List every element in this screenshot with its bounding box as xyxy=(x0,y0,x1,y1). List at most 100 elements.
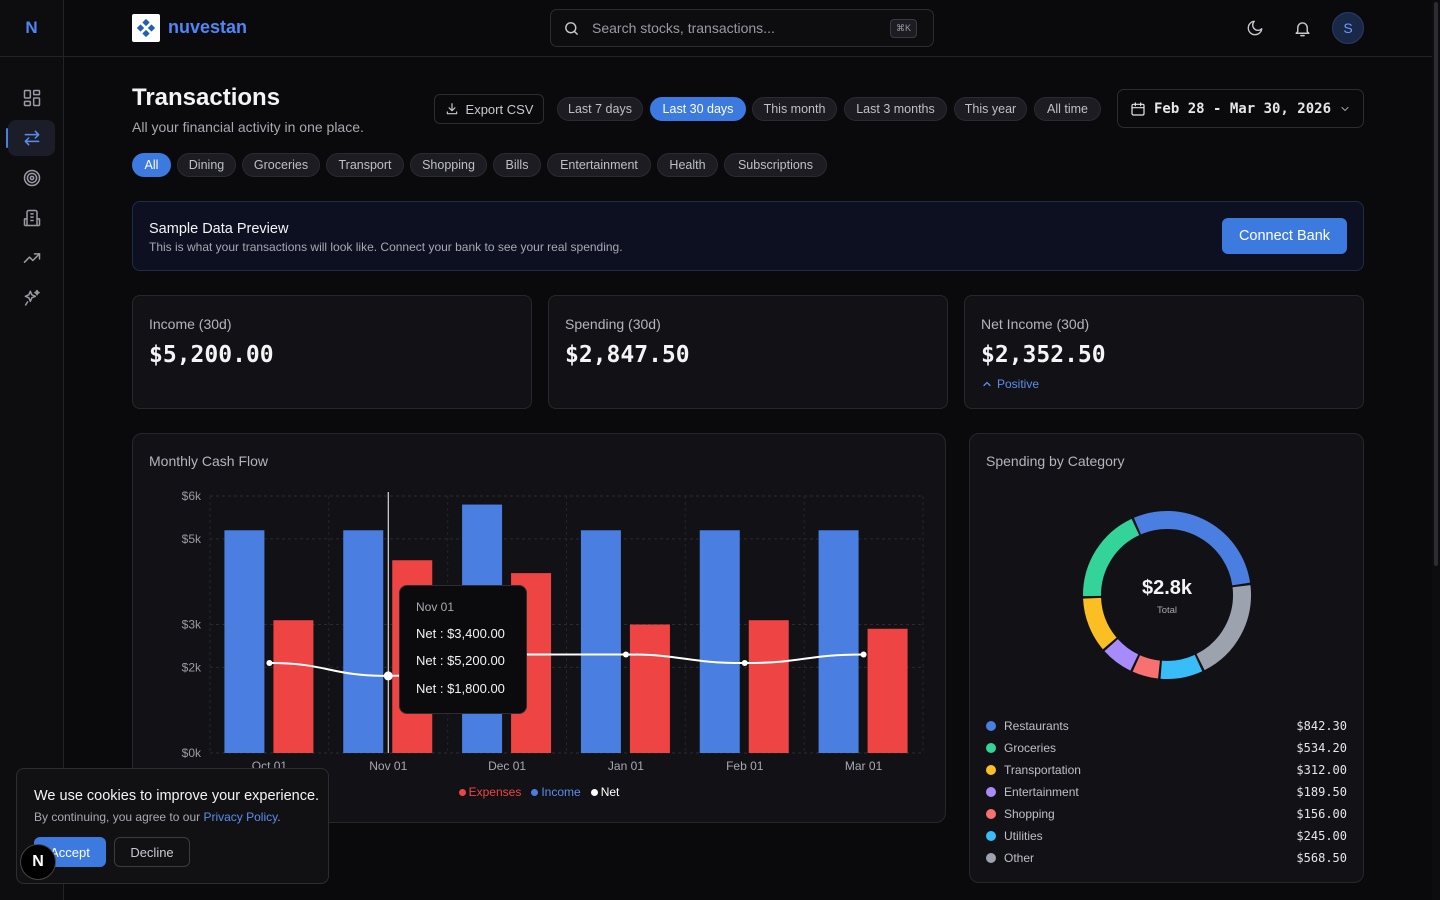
sidebar: N xyxy=(0,0,64,900)
category-name: Transportation xyxy=(1004,763,1081,777)
income-bar[interactable] xyxy=(818,530,859,753)
legend-item-net[interactable]: Net xyxy=(590,785,619,799)
user-avatar[interactable]: S xyxy=(1332,12,1364,44)
search-input[interactable]: Search stocks, transactions... xyxy=(592,20,775,36)
legend-item-expenses[interactable]: Expenses xyxy=(458,785,521,799)
privacy-policy-link[interactable]: Privacy Policy xyxy=(203,810,278,824)
cookie-title: We use cookies to improve your experienc… xyxy=(34,788,320,804)
donut-slice[interactable] xyxy=(1132,655,1161,679)
stat-label: Net Income (30d) xyxy=(981,316,1090,332)
category-legend-row[interactable]: Restaurants $842.30 xyxy=(986,718,1347,734)
legend-label: Income xyxy=(541,785,581,799)
net-point[interactable] xyxy=(860,651,867,658)
sidebar-item-investments[interactable] xyxy=(8,240,55,276)
net-point[interactable] xyxy=(741,660,748,667)
theme-toggle-button[interactable] xyxy=(1243,16,1267,40)
legend-dot xyxy=(458,788,466,796)
category-pill[interactable]: Entertainment xyxy=(547,153,651,177)
expense-bar[interactable] xyxy=(629,624,670,754)
category-legend-row[interactable]: Shopping $156.00 xyxy=(986,806,1347,822)
category-pill[interactable]: Health xyxy=(657,153,718,177)
expense-bar[interactable] xyxy=(273,620,314,753)
x-tick-label: Nov 01 xyxy=(369,759,407,773)
export-csv-button[interactable]: Export CSV xyxy=(434,94,544,124)
category-legend-row[interactable]: Groceries $534.20 xyxy=(986,740,1347,756)
range-pill[interactable]: Last 7 days xyxy=(557,97,643,121)
donut-slice[interactable] xyxy=(1196,585,1251,671)
sidebar-item-goals[interactable] xyxy=(8,160,55,196)
page-subtitle: All your financial activity in one place… xyxy=(132,119,364,135)
scrollbar-thumb[interactable] xyxy=(1434,2,1438,566)
range-pill[interactable]: Last 30 days xyxy=(650,97,746,121)
range-pill[interactable]: This year xyxy=(954,97,1027,121)
spending-donut-chart[interactable] xyxy=(970,434,1364,734)
category-pill[interactable]: Subscriptions xyxy=(724,153,827,177)
category-legend-row[interactable]: Utilities $245.00 xyxy=(986,828,1347,844)
net-income-card: Net Income (30d) $2,352.50 Positive xyxy=(964,295,1364,409)
sidebar-brand[interactable]: N xyxy=(0,0,63,57)
x-tick-label: Dec 01 xyxy=(488,759,526,773)
page-scrollbar[interactable] xyxy=(1432,0,1440,900)
goals-icon xyxy=(23,169,40,187)
accept-cookies-button[interactable]: Accept xyxy=(34,837,106,867)
connect-bank-button[interactable]: Connect Bank xyxy=(1222,218,1347,254)
sample-data-banner: Sample Data Preview This is what your tr… xyxy=(132,201,1364,271)
category-legend-row[interactable]: Other $568.50 xyxy=(986,850,1347,866)
trend-label: Positive xyxy=(997,377,1040,391)
tooltip-row: Net : $5,200.00 xyxy=(416,653,505,668)
cookie-banner: We use cookies to improve your experienc… xyxy=(16,768,329,884)
range-pill[interactable]: This month xyxy=(752,97,837,121)
spending-card: Spending (30d) $2,847.50 xyxy=(548,295,948,409)
legend-item-income[interactable]: Income xyxy=(531,785,581,799)
decline-cookies-button[interactable]: Decline xyxy=(114,837,190,867)
range-pill[interactable]: Last 3 months xyxy=(844,97,947,121)
sidebar-item-transactions[interactable] xyxy=(6,120,55,156)
net-point[interactable] xyxy=(622,651,629,658)
income-bar[interactable] xyxy=(580,530,621,753)
dashboard-icon xyxy=(23,89,40,107)
category-pill[interactable]: Groceries xyxy=(242,153,320,177)
category-pill[interactable]: Dining xyxy=(177,153,236,177)
logo-text[interactable]: nuvestan xyxy=(168,17,248,37)
x-tick-label: Jan 01 xyxy=(608,759,644,773)
income-card: Income (30d) $5,200.00 xyxy=(132,295,532,409)
donut-slice[interactable] xyxy=(1083,518,1140,597)
search-icon xyxy=(565,21,578,35)
donut-slice[interactable] xyxy=(1083,597,1117,650)
search-bar[interactable]: Search stocks, transactions... ⌘K xyxy=(550,9,934,47)
notifications-button[interactable] xyxy=(1290,16,1314,40)
category-legend-row[interactable]: Entertainment $189.50 xyxy=(986,784,1347,800)
income-bar[interactable] xyxy=(699,530,740,753)
transactions-icon xyxy=(24,130,39,146)
date-range-picker[interactable]: Feb 28 - Mar 30, 2026 xyxy=(1117,89,1364,128)
category-pill[interactable]: Transport xyxy=(326,153,404,177)
expense-bar[interactable] xyxy=(867,628,908,753)
donut-slice[interactable] xyxy=(1104,638,1139,671)
category-name: Shopping xyxy=(1004,807,1055,821)
stat-value: $2,352.50 xyxy=(981,342,1106,368)
donut-slice[interactable] xyxy=(1133,511,1251,586)
category-legend-row[interactable]: Transportation $312.00 xyxy=(986,762,1347,778)
category-dot xyxy=(986,743,996,753)
download-icon xyxy=(446,103,457,115)
expense-bar[interactable] xyxy=(748,620,789,753)
stat-value: $2,847.50 xyxy=(565,342,690,368)
monthly-cash-flow-card: Monthly Cash Flow $0k $2k $3k $5k $6k Oct 01 N… xyxy=(132,433,946,823)
sidebar-item-insights[interactable] xyxy=(8,280,55,316)
category-pill[interactable]: All xyxy=(132,153,171,177)
logo-icon[interactable] xyxy=(132,14,160,42)
net-point[interactable] xyxy=(383,671,393,681)
category-pill[interactable]: Bills xyxy=(493,153,541,177)
net-point[interactable] xyxy=(266,660,273,667)
stat-label: Income (30d) xyxy=(149,316,232,332)
donut-slice[interactable] xyxy=(1160,654,1203,679)
sidebar-item-dashboard[interactable] xyxy=(8,80,55,116)
sidebar-item-accounts[interactable] xyxy=(8,200,55,236)
floating-n-badge[interactable]: N xyxy=(20,844,56,880)
income-bar[interactable] xyxy=(343,530,384,753)
category-pill[interactable]: Shopping xyxy=(410,153,487,177)
category-name: Other xyxy=(1004,851,1035,865)
range-pill[interactable]: All time xyxy=(1034,97,1101,121)
income-bar[interactable] xyxy=(224,530,265,753)
